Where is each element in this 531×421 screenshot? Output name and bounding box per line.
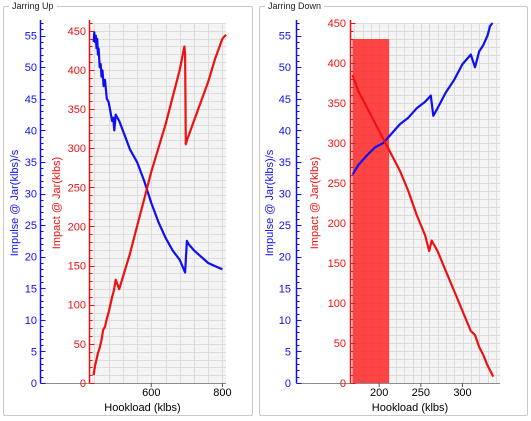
chart-1-right-tick-label: 250 bbox=[328, 178, 346, 190]
chart-0-left-tick-label: 20 bbox=[25, 252, 37, 264]
chart-0-left-tick-label: 0 bbox=[31, 378, 37, 390]
chart-1-left-tick-label: 40 bbox=[279, 125, 291, 137]
chart-0-right-tick-label: 50 bbox=[74, 339, 86, 351]
chart-1-left-tick-label: 5 bbox=[285, 346, 291, 358]
chart-1-left-tick-label: 55 bbox=[279, 31, 291, 43]
chart-1-x-tick-label: 250 bbox=[412, 387, 430, 399]
chart-1-left-tick-label: 15 bbox=[279, 283, 291, 295]
chart-0-left-tick-label: 10 bbox=[25, 315, 37, 327]
chart-1-right-tick-label: 200 bbox=[328, 218, 346, 230]
chart-1-right-tick-label: 100 bbox=[328, 298, 346, 310]
chart-0-left-tick-label: 5 bbox=[31, 346, 37, 358]
chart-1-left-tick-label: 10 bbox=[279, 315, 291, 327]
chart-0-y-right-title: Impact @ Jar(klbs) bbox=[51, 157, 63, 249]
chart-1-right-tick-label: 50 bbox=[334, 338, 346, 350]
chart-0-x-tick-label: 800 bbox=[213, 387, 231, 399]
chart-1-right-tick-label: 300 bbox=[328, 138, 346, 150]
chart-0-right-tick-label: 100 bbox=[68, 300, 86, 312]
chart-0-y-left-title: Impulse @ Jar(klbs)/s bbox=[9, 149, 21, 256]
chart-0-right-tick-label: 300 bbox=[68, 143, 86, 155]
chart-0-impact-series-line bbox=[92, 33, 227, 376]
chart-1-x-tick-label: 200 bbox=[370, 387, 388, 399]
chart-0-x-title: Hookload (klbs) bbox=[104, 402, 180, 414]
chart-0-right-tick-label: 400 bbox=[68, 65, 86, 77]
chart-1-left-tick-label: 50 bbox=[279, 62, 291, 74]
chart-0-left-tick-label: 50 bbox=[25, 62, 37, 74]
chart-1-left-tick-label: 45 bbox=[279, 94, 291, 106]
chart-0-left-tick-label: 15 bbox=[25, 283, 37, 295]
chart-0-left-tick-label: 55 bbox=[25, 31, 37, 43]
chart-0-right-tick-label: 150 bbox=[68, 261, 86, 273]
chart-1-left-tick-label: 35 bbox=[279, 157, 291, 169]
chart-1-left-tick-label: 30 bbox=[279, 189, 291, 201]
jarring-up-title: Jarring Up bbox=[9, 0, 57, 12]
chart-1-right-tick-label: 0 bbox=[340, 378, 346, 390]
chart-1-left-tick-label: 20 bbox=[279, 252, 291, 264]
chart-0-right-tick-label: 0 bbox=[80, 378, 86, 390]
chart-1-y-right-title: Impact @ Jar(klbs) bbox=[309, 157, 321, 249]
chart-0-left-tick-label: 35 bbox=[25, 157, 37, 169]
chart-1-right-tick-label: 350 bbox=[328, 98, 346, 110]
chart-0-right-tick-label: 450 bbox=[68, 26, 86, 38]
chart-0-right-tick-label: 350 bbox=[68, 104, 86, 116]
jarring-down-title: Jarring Down bbox=[265, 0, 325, 12]
chart-1-y-left-title: Impulse @ Jar(klbs)/s bbox=[264, 149, 276, 256]
chart-1-right-tick-label: 400 bbox=[328, 58, 346, 70]
chart-0-right-tick-label: 250 bbox=[68, 182, 86, 194]
chart-0-impulse-series-line bbox=[92, 31, 223, 274]
chart-1-impact-series-line bbox=[351, 74, 495, 378]
chart-1-x-title: Hookload (klbs) bbox=[372, 402, 448, 414]
chart-0-left-tick-label: 30 bbox=[25, 189, 37, 201]
chart-1-right-tick-label: 150 bbox=[328, 258, 346, 270]
chart-0-right-tick-label: 200 bbox=[68, 221, 86, 233]
chart-1-highlight-band bbox=[352, 39, 390, 383]
chart-1-left-tick-label: 25 bbox=[279, 220, 291, 232]
chart-0-x-tick-label: 600 bbox=[142, 387, 160, 399]
chart-0-grid bbox=[89, 23, 226, 384]
chart-1-right-tick-label: 450 bbox=[328, 18, 346, 30]
chart-0-left-tick-label: 25 bbox=[25, 220, 37, 232]
chart-0-left-tick-label: 45 bbox=[25, 94, 37, 106]
chart-1-x-tick-label: 300 bbox=[453, 387, 471, 399]
chart-0-left-tick-label: 40 bbox=[25, 125, 37, 137]
chart-1-impulse-series-line bbox=[351, 22, 494, 176]
chart-1-left-tick-label: 0 bbox=[285, 378, 291, 390]
